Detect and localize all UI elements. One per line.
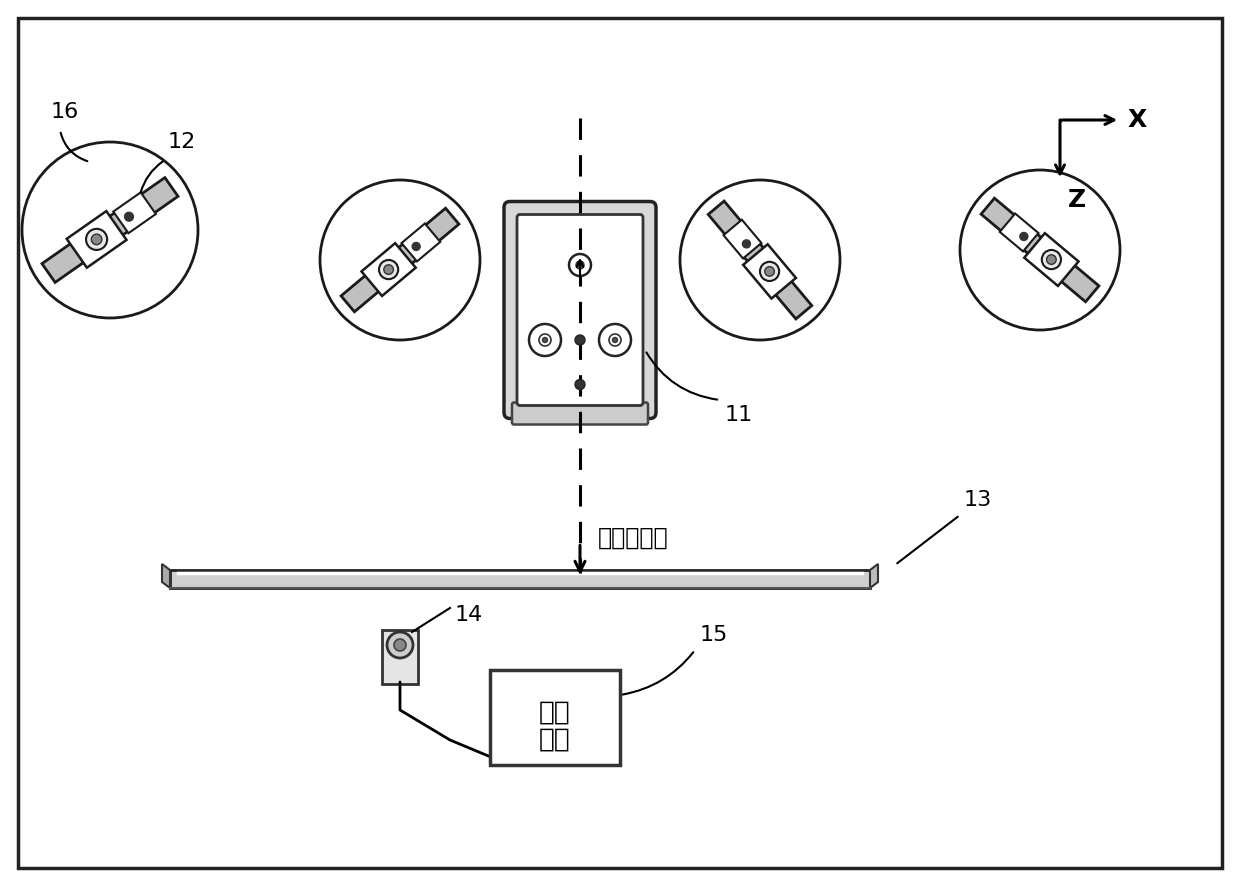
Polygon shape [113, 192, 156, 233]
Circle shape [124, 213, 134, 222]
Circle shape [960, 170, 1120, 330]
Circle shape [539, 334, 551, 346]
Circle shape [86, 229, 107, 250]
Circle shape [92, 234, 102, 245]
Circle shape [412, 243, 420, 251]
Text: 12: 12 [167, 132, 196, 152]
FancyBboxPatch shape [517, 214, 644, 406]
Text: 14: 14 [455, 605, 484, 625]
FancyBboxPatch shape [490, 670, 620, 765]
Polygon shape [341, 208, 459, 312]
FancyBboxPatch shape [512, 402, 649, 424]
Polygon shape [67, 211, 126, 268]
Circle shape [609, 334, 621, 346]
Circle shape [379, 260, 398, 279]
Polygon shape [723, 220, 761, 259]
Polygon shape [1024, 233, 1079, 286]
Text: 11: 11 [725, 405, 753, 425]
Text: 13: 13 [963, 490, 992, 510]
Circle shape [1019, 232, 1028, 240]
Polygon shape [162, 564, 170, 588]
Circle shape [599, 324, 631, 356]
Text: 设备: 设备 [539, 727, 570, 752]
Polygon shape [362, 243, 415, 296]
Circle shape [384, 265, 393, 275]
Text: 15: 15 [701, 625, 728, 645]
Circle shape [529, 324, 560, 356]
Circle shape [543, 338, 548, 343]
Circle shape [22, 142, 198, 318]
Text: 分析: 分析 [539, 700, 570, 726]
Polygon shape [981, 198, 1099, 302]
Text: 16: 16 [51, 102, 79, 122]
FancyBboxPatch shape [19, 18, 1221, 868]
Circle shape [613, 338, 618, 343]
Circle shape [680, 180, 839, 340]
Circle shape [569, 254, 591, 276]
Text: 主光线方向: 主光线方向 [598, 526, 668, 550]
Circle shape [575, 335, 585, 345]
Polygon shape [402, 223, 440, 261]
Circle shape [387, 632, 413, 658]
Circle shape [320, 180, 480, 340]
FancyBboxPatch shape [382, 630, 418, 684]
Circle shape [577, 261, 584, 269]
Polygon shape [999, 214, 1038, 252]
Circle shape [760, 261, 779, 281]
Circle shape [575, 379, 585, 390]
Circle shape [394, 639, 405, 651]
Polygon shape [743, 245, 796, 299]
Polygon shape [870, 564, 878, 588]
Polygon shape [708, 201, 812, 319]
Circle shape [743, 240, 750, 248]
Polygon shape [42, 177, 179, 283]
Circle shape [765, 267, 774, 276]
Text: Z: Z [1068, 188, 1086, 212]
Text: X: X [1128, 108, 1147, 132]
Circle shape [1042, 250, 1061, 269]
FancyBboxPatch shape [170, 570, 870, 588]
Circle shape [1047, 255, 1056, 264]
FancyBboxPatch shape [503, 201, 656, 418]
